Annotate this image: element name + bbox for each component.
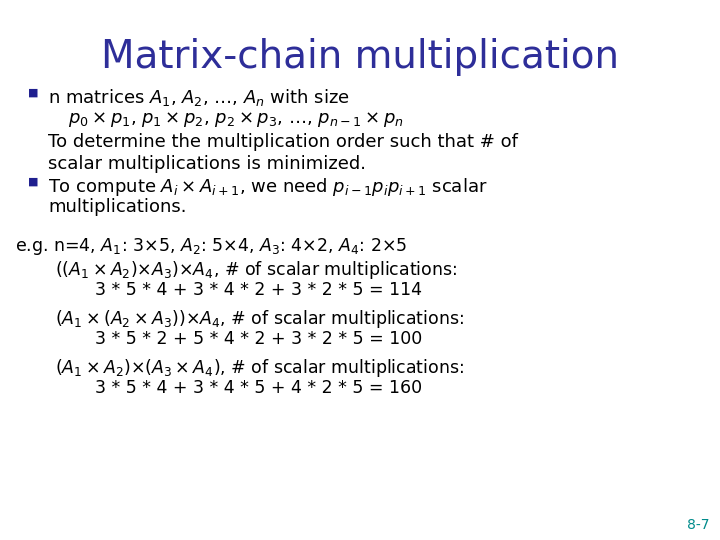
Text: 3 * 5 * 4 + 3 * 4 * 5 + 4 * 2 * 5 = 160: 3 * 5 * 4 + 3 * 4 * 5 + 4 * 2 * 5 = 160 [95, 379, 422, 397]
Text: 3 * 5 * 2 + 5 * 4 * 2 + 3 * 2 * 5 = 100: 3 * 5 * 2 + 5 * 4 * 2 + 3 * 2 * 5 = 100 [95, 330, 422, 348]
Text: ■: ■ [28, 177, 38, 187]
Text: n matrices $A_1$, $A_2$, …, $A_n$ with size: n matrices $A_1$, $A_2$, …, $A_n$ with s… [48, 87, 350, 108]
Text: ■: ■ [28, 88, 38, 98]
Text: $p_0\times p_1$, $p_1\times p_2$, $p_2\times p_3$, …, $p_{n-1}\times p_n$: $p_0\times p_1$, $p_1\times p_2$, $p_2\t… [68, 110, 404, 129]
Text: (($A_1\times A_2$)$\times A_3$)$\times A_4$, # of scalar multiplications:: (($A_1\times A_2$)$\times A_3$)$\times A… [55, 259, 457, 281]
Text: ($A_1\times$($A_2\times A_3$))$\times A_4$, # of scalar multiplications:: ($A_1\times$($A_2\times A_3$))$\times A_… [55, 308, 464, 330]
Text: ($A_1\times A_2$)$\times$($A_3\times A_4$), # of scalar multiplications:: ($A_1\times A_2$)$\times$($A_3\times A_4… [55, 357, 464, 379]
Text: 3 * 5 * 4 + 3 * 4 * 2 + 3 * 2 * 5 = 114: 3 * 5 * 4 + 3 * 4 * 2 + 3 * 2 * 5 = 114 [95, 281, 422, 299]
Text: Matrix-chain multiplication: Matrix-chain multiplication [101, 38, 619, 76]
Text: multiplications.: multiplications. [48, 198, 186, 216]
Text: 8-7: 8-7 [688, 518, 710, 532]
Text: e.g. n=4, $A_1$: 3$\times$5, $A_2$: 5$\times$4, $A_3$: 4$\times$2, $A_4$: 2$\tim: e.g. n=4, $A_1$: 3$\times$5, $A_2$: 5$\t… [15, 236, 408, 257]
Text: scalar multiplications is minimized.: scalar multiplications is minimized. [48, 155, 366, 173]
Text: To compute $A_i\times A_{i+1}$, we need $p_{i-1}p_ip_{i+1}$ scalar: To compute $A_i\times A_{i+1}$, we need … [48, 176, 487, 198]
Text: To determine the multiplication order such that # of: To determine the multiplication order su… [48, 133, 518, 151]
